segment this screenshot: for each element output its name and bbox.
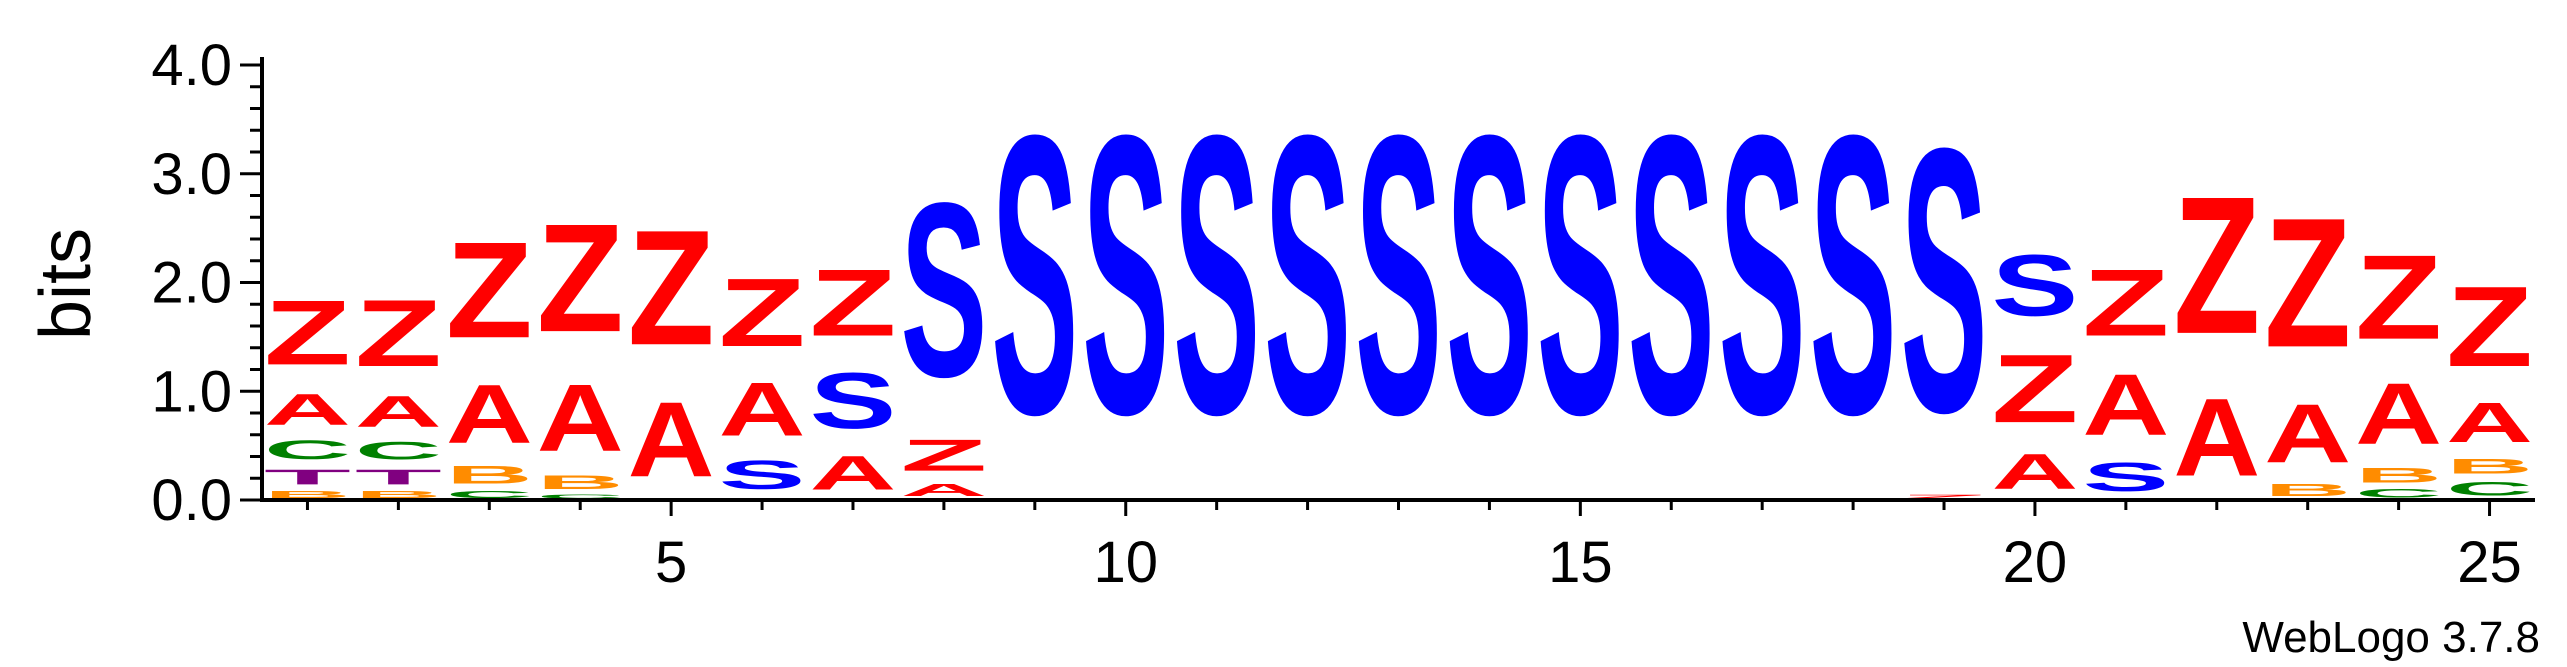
logo-letter-s: S xyxy=(810,356,897,445)
logo-letter-c: C xyxy=(2355,487,2442,500)
logo-letter-a: A xyxy=(355,387,442,437)
logo-letter-a: A xyxy=(900,481,987,501)
logo-letter-b: B xyxy=(446,461,533,489)
logo-letter-s: S xyxy=(719,453,806,498)
logo-letter-a: A xyxy=(264,385,351,435)
x-tick-label: 15 xyxy=(1548,530,1613,595)
logo-letter-a: A xyxy=(446,367,533,461)
x-tick-label: 25 xyxy=(2457,530,2522,595)
logo-letter-c: C xyxy=(2446,478,2533,500)
logo-letter-b: B xyxy=(537,472,624,494)
logo-letter-z: Z xyxy=(446,214,533,367)
logo-letter-s: S xyxy=(1082,52,1169,497)
logo-letter-s: S xyxy=(1264,52,1351,497)
logo-letter-a: A xyxy=(2355,366,2442,463)
logo-letter-z: Z xyxy=(1901,494,1988,500)
logo-letter-s: S xyxy=(991,52,1078,497)
logo-letter-a: A xyxy=(537,365,624,471)
logo-letter-a: A xyxy=(810,446,897,500)
y-tick-label: 2.0 xyxy=(151,251,232,316)
logo-letter-t: T xyxy=(355,465,442,489)
axes: 0.0 1.0 2.0 3.0 4.0 5 10 15 20 25 xyxy=(151,33,2535,595)
logo-letter-b: B xyxy=(264,489,351,500)
y-tick-label: 3.0 xyxy=(151,142,232,207)
logo-letter-b: B xyxy=(355,489,442,500)
logo-letter-a: A xyxy=(2173,375,2260,499)
logo-letter-s: S xyxy=(1537,52,1624,497)
y-tick-label: 4.0 xyxy=(151,33,232,98)
logo-letter-a: A xyxy=(2082,357,2169,454)
logo-letter-z: Z xyxy=(900,431,987,481)
x-tick-label: 10 xyxy=(1093,530,1158,595)
logo-letter-b: B xyxy=(2355,463,2442,487)
logo-letter-c: C xyxy=(264,435,351,465)
logo-letter-z: Z xyxy=(2355,230,2442,364)
logo-stacks: BTCAZBTCAZCBAZCBAZAZCSAZASZAZSSSSSSSSSSS… xyxy=(264,52,2533,500)
logo-letter-s: S xyxy=(1446,52,1533,497)
logo-letter-a: A xyxy=(628,381,715,500)
x-tick-label: 20 xyxy=(2003,530,2068,595)
credit-text: WebLogo 3.7.8 xyxy=(2242,613,2540,662)
logo-letter-z: Z xyxy=(2446,263,2533,391)
y-axis-label: bits xyxy=(26,228,106,340)
logo-letter-z: Z xyxy=(2173,157,2260,376)
logo-letter-s: S xyxy=(1719,52,1806,497)
logo-letter-z: Z xyxy=(2264,179,2351,385)
logo-letter-a: A xyxy=(2446,391,2533,454)
logo-letter-s: S xyxy=(1901,70,1988,491)
logo-letter-z: Z xyxy=(1991,334,2078,442)
logo-letter-s: S xyxy=(1991,237,2078,335)
logo-letter-s: S xyxy=(1628,52,1715,497)
logo-letter-s: S xyxy=(900,152,987,430)
x-tick-label: 5 xyxy=(655,530,687,595)
logo-letter-c: C xyxy=(537,494,624,500)
logo-letter-b: B xyxy=(2446,455,2533,479)
logo-letter-s: S xyxy=(1810,52,1897,497)
logo-letter-z: Z xyxy=(264,281,351,384)
logo-letter-z: Z xyxy=(810,249,897,356)
y-tick-label: 0.0 xyxy=(151,468,232,533)
logo-letter-z: Z xyxy=(719,258,806,366)
logo-letter-c: C xyxy=(355,437,442,465)
logo-letter-t: T xyxy=(264,465,351,489)
logo-letter-c: C xyxy=(446,489,533,500)
logo-letter-s: S xyxy=(1173,52,1260,497)
logo-letter-s: S xyxy=(2082,455,2169,500)
logo-letter-a: A xyxy=(719,368,806,452)
logo-letter-z: Z xyxy=(537,193,624,365)
y-tick-label: 1.0 xyxy=(151,359,232,424)
logo-letter-z: Z xyxy=(2082,249,2169,356)
logo-letter-a: A xyxy=(1991,443,2078,500)
logo-letter-s: S xyxy=(1355,52,1442,497)
logo-letter-z: Z xyxy=(628,196,715,380)
logo-letter-z: Z xyxy=(355,279,442,386)
logo-letter-a: A xyxy=(2264,386,2351,480)
logo-letter-b: B xyxy=(2264,481,2351,501)
